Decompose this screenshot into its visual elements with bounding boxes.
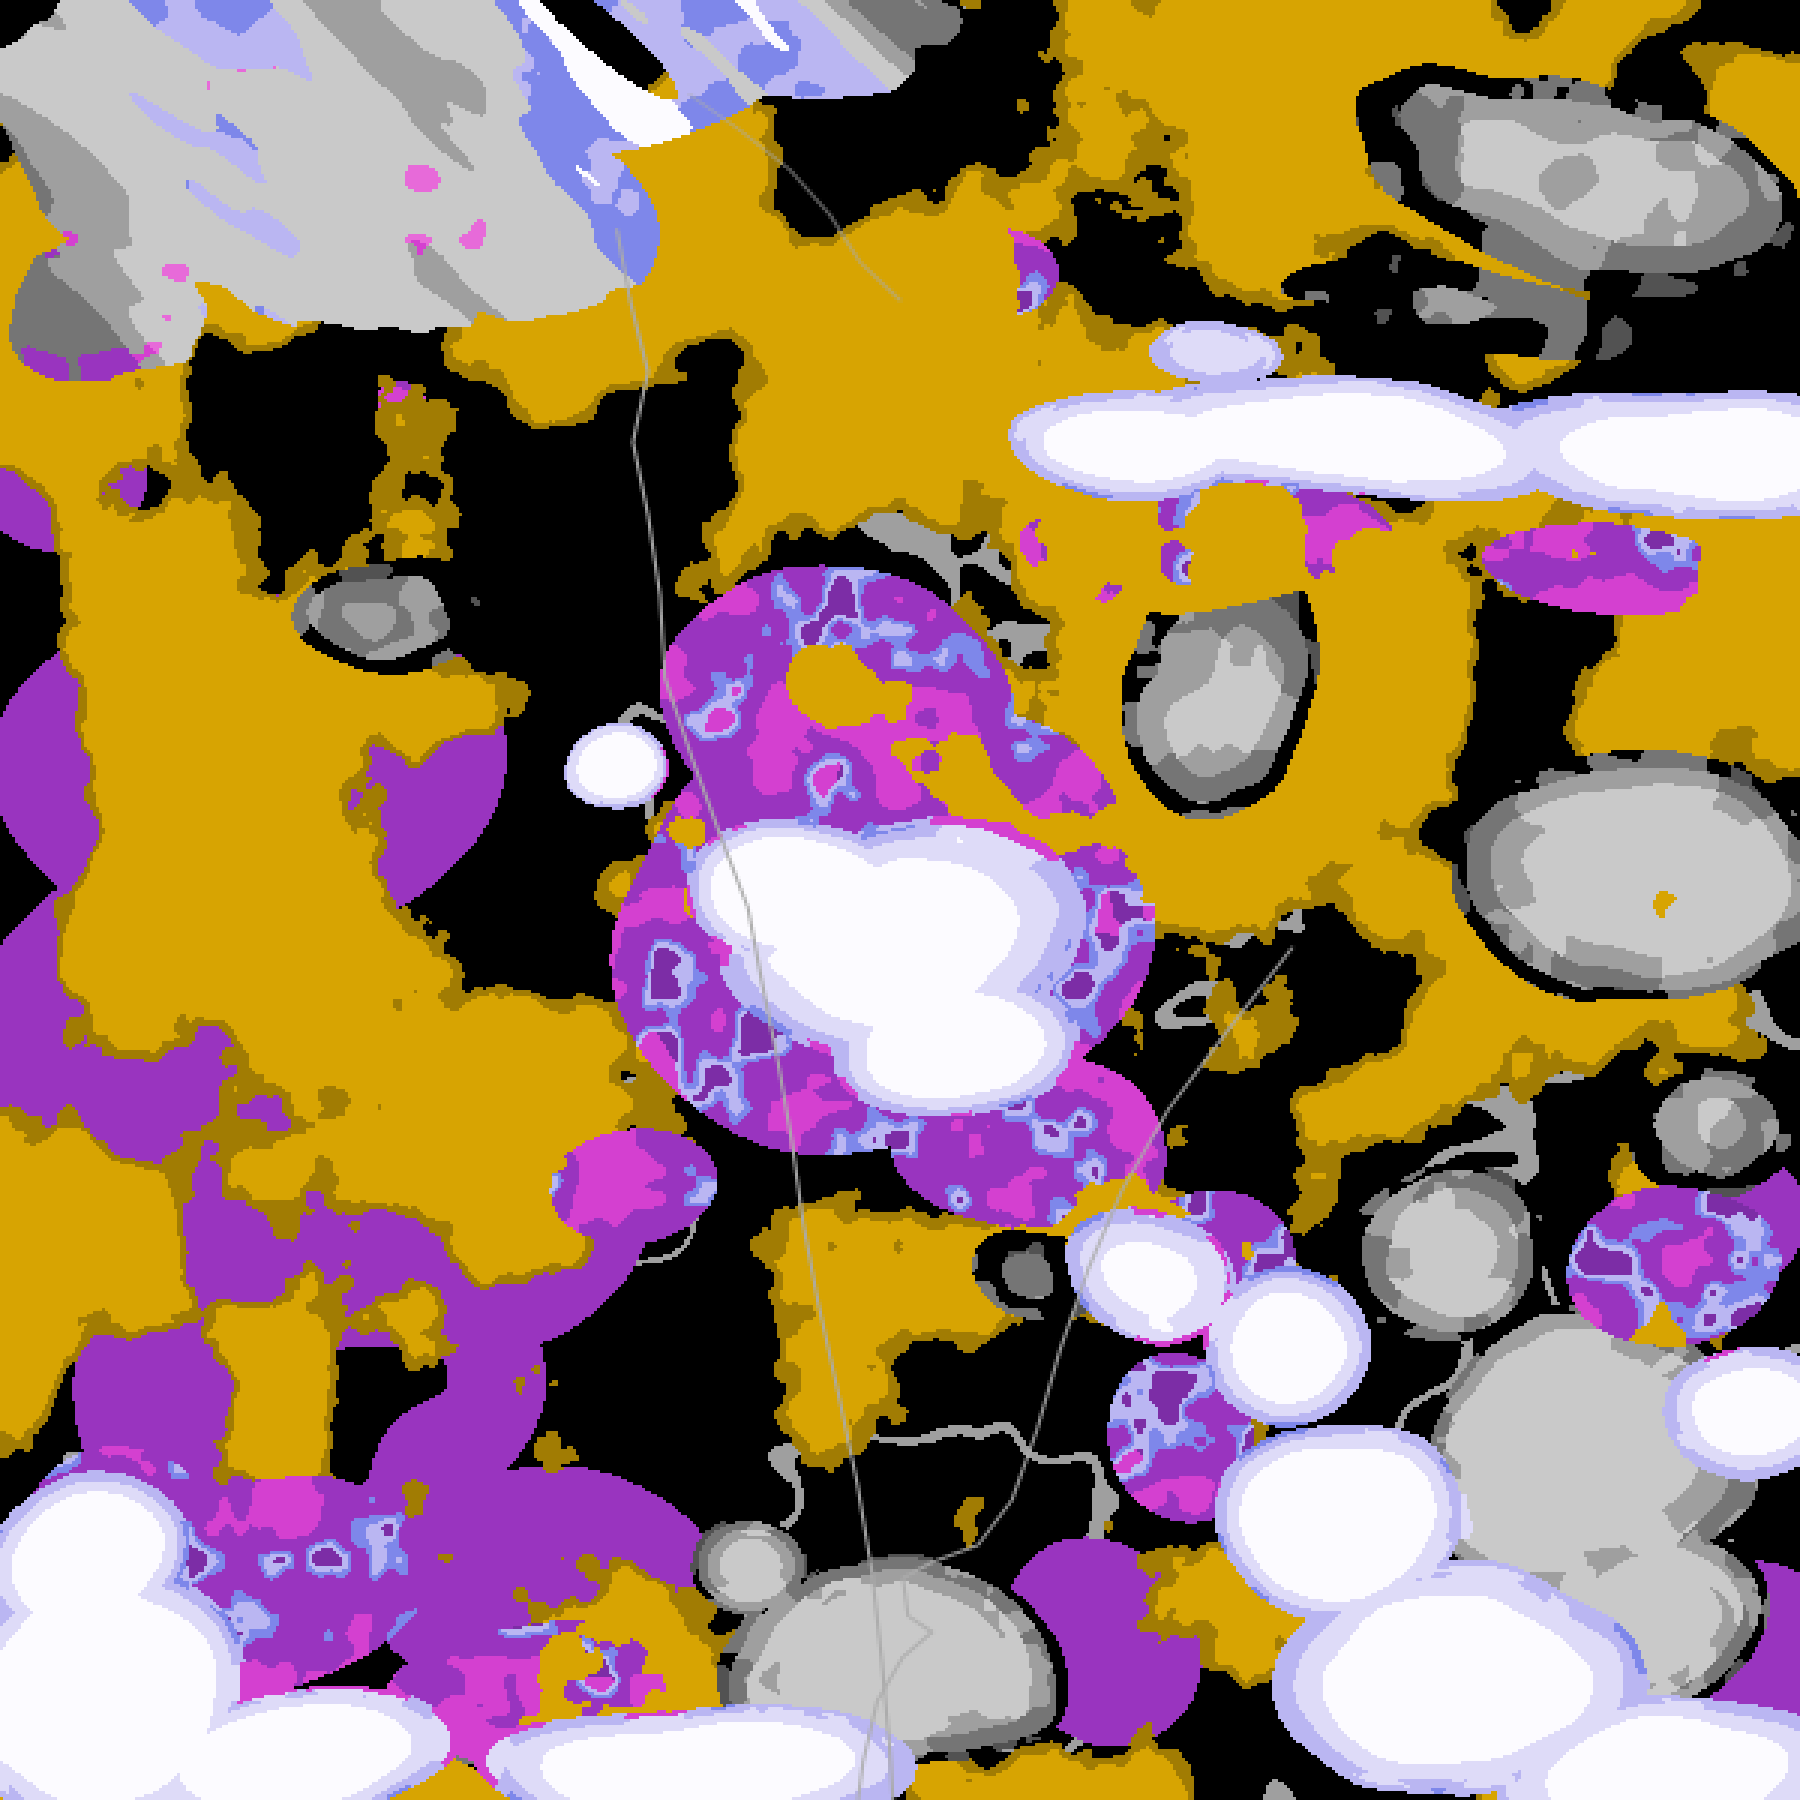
satellite-image (0, 0, 1800, 1800)
false-color-satellite-canvas (0, 0, 1800, 1800)
